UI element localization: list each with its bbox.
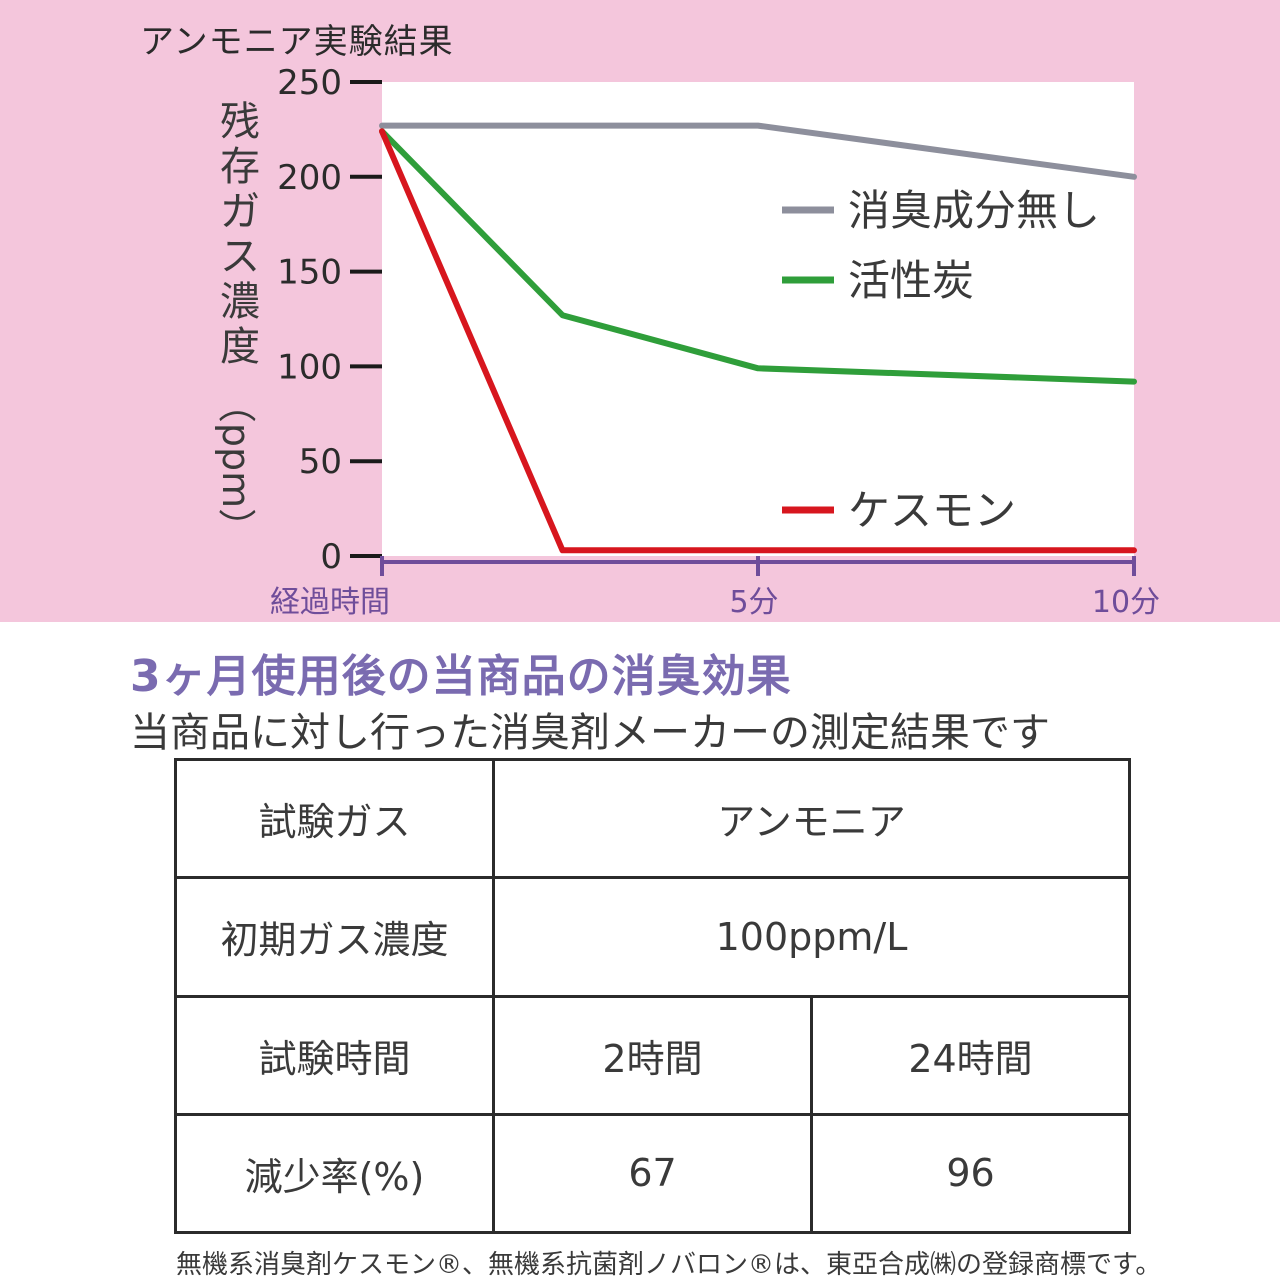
x-tick-label: 10分 [1092,585,1160,620]
x-tick-label: 経過時間 [270,585,390,620]
table-row-label: 試験時間 [174,994,495,1116]
table-row: 減少率(%) 67 96 [174,1112,1132,1235]
y-axis-unit-text: （ppm） [214,384,259,546]
y-axis-unit: （ppm） [212,384,268,545]
table-row-label: 減少率(%) [174,1112,495,1235]
table-cell: 67 [492,1112,813,1235]
table-cell: アンモニア [491,757,1132,880]
table-row-label: 初期ガス濃度 [174,876,495,998]
plot-area [382,82,1134,556]
table-row: 試験ガス アンモニア [174,757,1132,880]
y-tick-label: 50 [299,442,342,482]
chart-title: アンモニア実験結果 [140,22,454,62]
table-row: 初期ガス濃度 100ppm/L [174,876,1132,998]
legend-label: ケスモン [848,486,1016,535]
table-cell: 2時間 [492,994,813,1116]
table-row: 試験時間 2時間 24時間 [174,994,1132,1116]
table-cell: 24時間 [809,994,1132,1116]
series-line [379,128,1137,554]
results-table: 試験ガス アンモニア 初期ガス濃度 100ppm/L 試験時間 2時間 24時間… [174,757,1132,1235]
y-tick-label: 100 [277,347,342,387]
x-tick-label: 5分 [729,585,778,620]
series-line [379,122,1137,180]
footnote: 無機系消臭剤ケスモン®、無機系抗菌剤ノバロン®は、東亞合成㈱の登録商標です。 [176,1250,1162,1280]
legend-label: 活性炭 [848,256,974,305]
series-line [379,128,1137,385]
table-row-label: 試験ガス [174,757,495,880]
y-tick-label: 150 [277,253,342,293]
legend-label: 消臭成分無し [848,186,1100,235]
section-title: 3ヶ月使用後の当商品の消臭効果 [130,651,792,702]
table-cell: 96 [809,1112,1132,1235]
y-axis-label: 残存ガス濃度 [220,99,260,370]
section-subtitle: 当商品に対し行った消臭剤メーカーの測定結果です [130,710,1050,756]
y-tick-label: 0 [320,537,342,577]
table-cell: 100ppm/L [491,876,1132,998]
y-tick-label: 200 [277,158,342,198]
y-tick-label: 250 [277,63,342,103]
chart-panel: アンモニア実験結果 0 50 100 150 200 250 経過時間 5分 10分 消臭成分無し… [0,0,1280,622]
